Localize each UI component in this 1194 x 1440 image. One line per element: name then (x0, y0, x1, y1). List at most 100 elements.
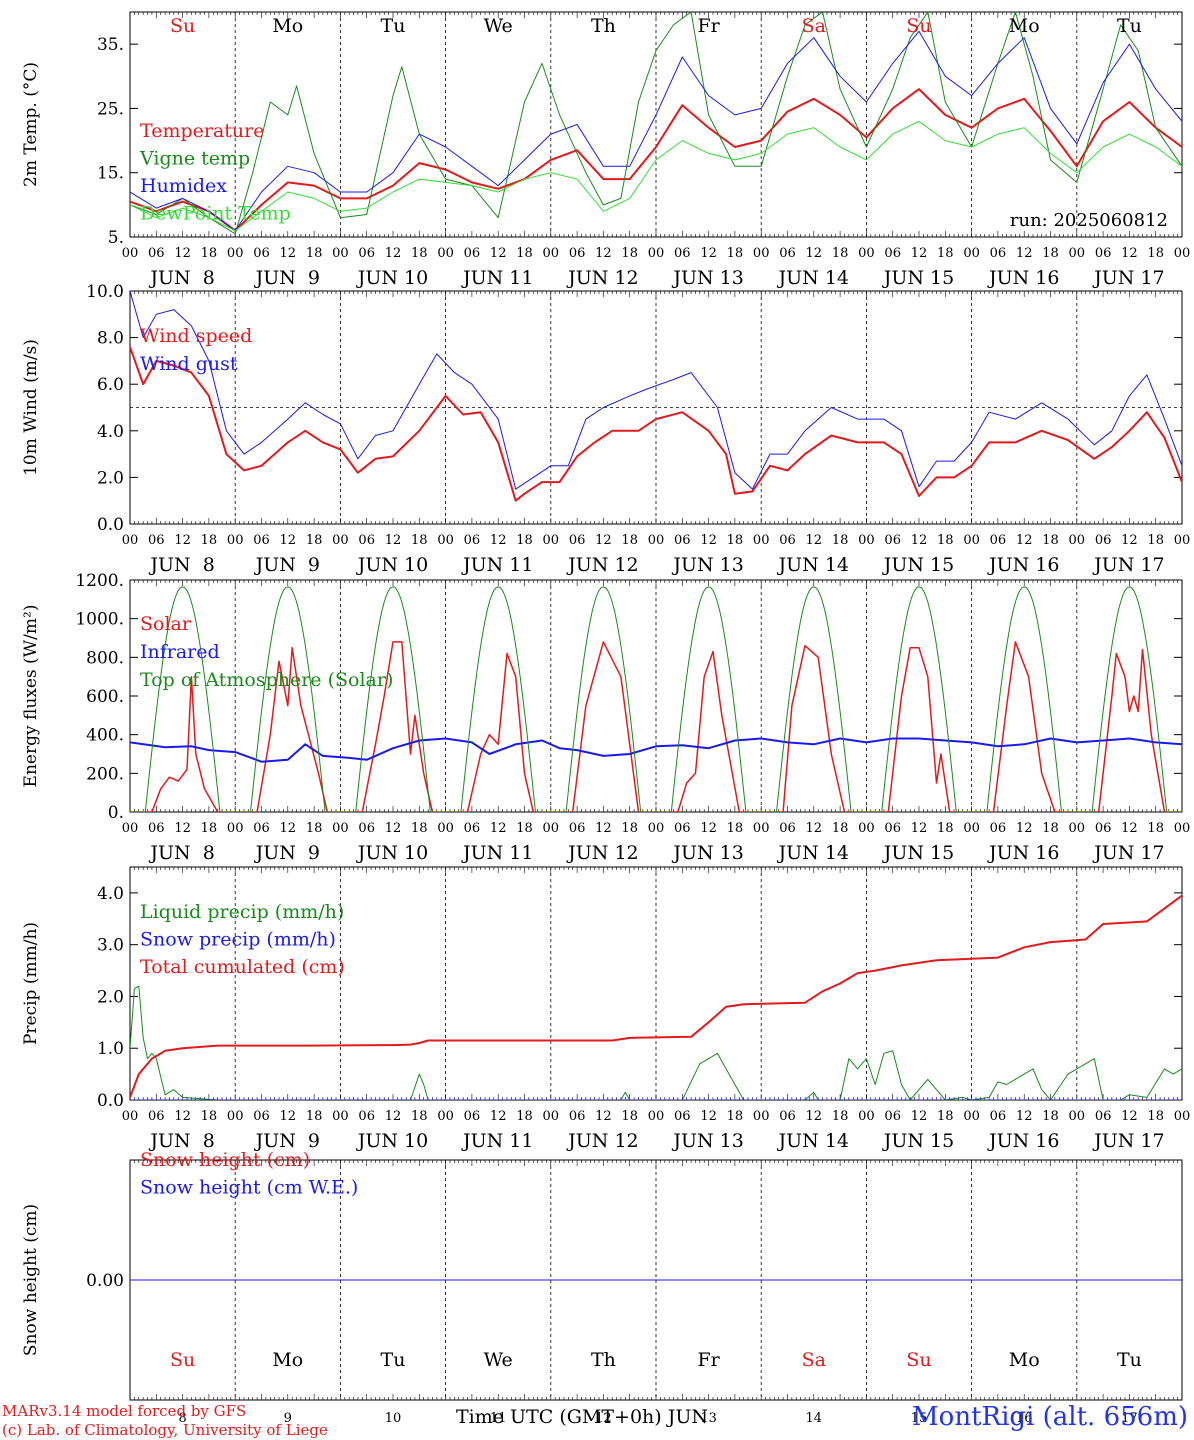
hour-tick-label: 12 (385, 821, 402, 836)
run-label: run: 2025060812 (1010, 210, 1168, 231)
day-name: Mo (1009, 1349, 1040, 1371)
day-name: Su (170, 1349, 195, 1371)
hour-tick-label: 12 (174, 246, 191, 261)
y-tick-label: 0.0 (97, 1091, 124, 1111)
hour-tick-label: 06 (990, 533, 1007, 548)
date-label: JUN 11 (461, 1130, 533, 1152)
hour-tick-label: 06 (1095, 246, 1112, 261)
y-tick-label: 200. (86, 764, 124, 784)
day-number: 9 (284, 1411, 292, 1426)
hour-tick-label: 18 (621, 821, 638, 836)
hour-tick-label: 18 (1042, 821, 1059, 836)
day-name: Tu (381, 15, 406, 37)
hour-tick-label: 00 (122, 246, 139, 261)
series-line-total-cumulated-cm- (130, 894, 1182, 1098)
hour-tick-label: 06 (990, 246, 1007, 261)
hour-tick-label: 18 (727, 1109, 744, 1124)
date-label: JUN 12 (566, 842, 638, 864)
hour-tick-label: 12 (1016, 533, 1033, 548)
y-tick-label: 1200. (75, 571, 124, 591)
date-label: JUN 13 (671, 267, 743, 289)
hour-tick-label: 06 (1095, 821, 1112, 836)
day-number: 10 (385, 1411, 402, 1426)
plot-area (130, 586, 1182, 812)
day-number: 16 (1016, 1411, 1033, 1426)
date-label: JUN 13 (671, 1130, 743, 1152)
hour-tick-label: 12 (911, 821, 928, 836)
y-axis-label: 2m Temp. (°C) (21, 62, 41, 187)
hour-tick-label: 00 (332, 1109, 349, 1124)
hour-tick-label: 00 (648, 533, 665, 548)
date-label: JUN 16 (987, 842, 1059, 864)
date-label: JUN 15 (882, 842, 954, 864)
hour-tick-label: 00 (543, 533, 560, 548)
date-label: JUN 14 (777, 267, 849, 289)
hour-tick-label: 06 (674, 533, 691, 548)
hour-tick-label: 00 (227, 533, 244, 548)
hour-tick-label: 06 (358, 533, 375, 548)
series-line-liquid-precip-mm-h- (130, 985, 1182, 1100)
legend-entry: Infrared (140, 641, 220, 663)
hour-tick-label: 18 (1042, 246, 1059, 261)
hour-tick-label: 00 (753, 246, 770, 261)
hour-tick-label: 06 (569, 533, 586, 548)
hour-tick-label: 18 (1042, 1109, 1059, 1124)
date-label: JUN 11 (461, 554, 533, 576)
date-label: JUN 8 (148, 1130, 214, 1152)
hour-tick-label: 18 (832, 1109, 849, 1124)
hour-tick-label: 00 (332, 821, 349, 836)
hour-tick-label: 06 (779, 246, 796, 261)
day-name: Sa (802, 15, 826, 37)
hour-tick-label: 12 (385, 533, 402, 548)
hour-tick-label: 00 (1174, 246, 1191, 261)
hour-tick-label: 00 (753, 821, 770, 836)
panel-2: 0.0 2.0 4.0 6.0 8.0 10.0 10m Wind (m/s) Wind sp… (21, 282, 1190, 576)
hour-tick-label: 18 (937, 821, 954, 836)
hour-tick-label: 12 (806, 821, 823, 836)
legend-entry: Snow height (cm) (140, 1149, 310, 1171)
hour-tick-label: 00 (858, 533, 875, 548)
date-label: JUN 17 (1092, 842, 1164, 864)
legend-entry: Vigne temp (139, 148, 250, 170)
hour-tick-label: 18 (832, 246, 849, 261)
legend-entry: Top of Atmosphere (Solar) (140, 669, 393, 691)
day-number: 8 (178, 1411, 186, 1426)
hour-tick-label: 12 (490, 533, 507, 548)
hour-tick-label: 12 (280, 246, 297, 261)
hour-tick-label: 18 (727, 821, 744, 836)
hour-tick-label: 00 (1174, 1109, 1191, 1124)
date-label: JUN 10 (356, 267, 428, 289)
hour-tick-label: 00 (1174, 821, 1191, 836)
hour-tick-label: 00 (753, 533, 770, 548)
hour-tick-label: 00 (227, 1109, 244, 1124)
series-line-dewpoint-temp (130, 120, 1182, 232)
day-name: Mo (272, 1349, 303, 1371)
panel-4: 0.0 1.0 2.0 3.0 4.0 Precip (mm/h) Liquid preci… (21, 866, 1191, 1152)
y-tick-label: 25. (97, 99, 124, 119)
hour-tick-label: 00 (648, 246, 665, 261)
hour-tick-label: 18 (937, 533, 954, 548)
hour-tick-label: 06 (1095, 533, 1112, 548)
day-name: Tu (1117, 1349, 1142, 1371)
date-label: JUN 14 (777, 842, 849, 864)
hour-tick-label: 12 (490, 246, 507, 261)
date-label: JUN 10 (356, 554, 428, 576)
day-name: Sa (802, 1349, 826, 1371)
hour-tick-label: 12 (490, 821, 507, 836)
hour-tick-label: 06 (148, 821, 165, 836)
hour-tick-label: 18 (411, 246, 428, 261)
hour-tick-label: 00 (858, 246, 875, 261)
hour-tick-label: 12 (174, 1109, 191, 1124)
date-label: JUN 8 (148, 267, 214, 289)
series-line-wind-gust (130, 291, 1182, 490)
date-label: JUN 10 (356, 1130, 428, 1152)
hour-tick-label: 18 (1147, 533, 1164, 548)
y-tick-label: 0. (108, 803, 124, 823)
hour-tick-label: 18 (516, 533, 533, 548)
hour-tick-label: 06 (779, 533, 796, 548)
date-label: JUN 15 (882, 267, 954, 289)
date-label: JUN 16 (987, 267, 1059, 289)
series-line-humidex (130, 30, 1182, 232)
hour-tick-label: 00 (963, 1109, 980, 1124)
